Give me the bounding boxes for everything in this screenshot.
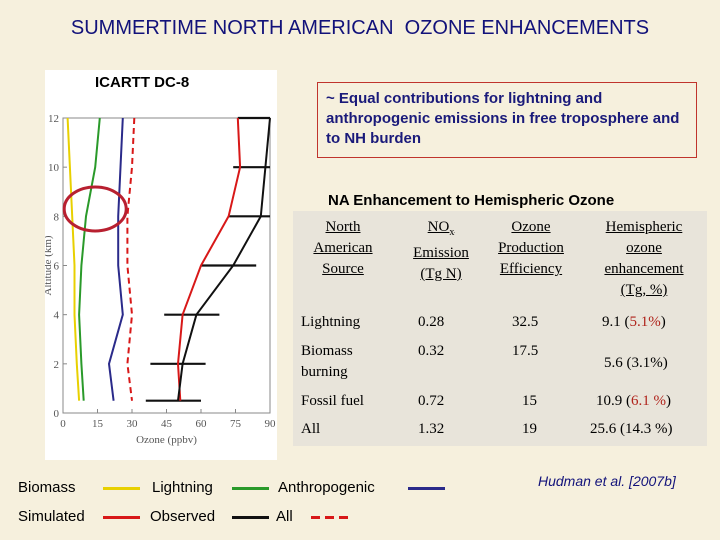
legend-lightning-swatch [232,487,269,490]
header-nox-l3: (Tg N) [420,266,462,282]
row-all-nox: 1.32 [418,421,445,437]
legend-all-dash-1 [311,516,320,519]
series-line-lightning [78,117,101,401]
row-fossil-hemi-close: ) [666,393,671,409]
header-ope-l2: Production [498,240,564,256]
row-biomass-source: Biomass burning [301,341,353,383]
row-biomass-ope: 17.5 [512,343,539,359]
row-lightning-hemi: 9.1 (5.1%) [602,312,666,333]
y-tick-label-6: 12 [48,113,59,125]
row-lightning-hemi-value: 9.1 ( [602,314,630,330]
x-tick-label-1: 15 [92,418,104,430]
header-ope: Ozone Production Efficiency [485,217,577,280]
header-hemi-l4: (Tg, %) [620,282,668,298]
header-hemi-l3: enhancement [604,261,684,277]
x-tick-label-5: 75 [230,418,242,430]
enhancement-table: North American Source NOx Emission (Tg N… [293,211,707,446]
legend-biomass-label: Biomass [18,479,76,496]
header-source: North American Source [295,217,391,280]
row-lightning-ope: 32.5 [512,314,539,330]
legend-anthropogenic-swatch [408,487,445,490]
note-box: ~ Equal contributions for lightning and … [317,82,697,158]
ozone-profile-plot: 0 15 30 45 60 75 90 0 2 4 6 8 10 12 Ozone (ppbv) Altitu… [45,70,277,460]
legend-observed-label: Observed [150,508,216,525]
table-title: NA Enhancement to Hemispheric Ozone [328,192,615,209]
series-line-biomass [66,117,81,401]
row-fossil-hemi-pct: 6.1 % [631,393,666,409]
y-tick-label-4: 8 [54,211,60,223]
header-hemi-l1: Hemispheric [605,219,683,235]
citation: Hudman et al. [2007b] [538,473,676,489]
row-lightning-nox: 0.28 [418,314,445,330]
row-lightning-hemi-close: ) [660,314,666,330]
header-source-l3: Source [322,261,364,277]
series-line-all [126,117,136,401]
legend-biomass-swatch [103,487,140,490]
row-fossil-ope: 15 [522,393,537,409]
row-all-ope: 19 [522,421,537,437]
plot-label: ICARTT DC-8 [95,74,190,91]
header-source-l2: American [313,240,373,256]
y-tick-label-0: 0 [54,408,60,420]
row-lightning-hemi-pct: 5.1% [629,314,661,330]
header-ope-l3: Efficiency [499,261,563,277]
row-biomass-nox: 0.32 [418,343,445,359]
y-tick-label-1: 2 [54,359,60,371]
ozone-profile-chart: 0 15 30 45 60 75 90 0 2 4 6 8 10 12 Ozone (ppbv) Altitu… [45,113,277,446]
y-axis-label: Altitude (km) [45,235,54,296]
row-fossil-hemi-value: 10.9 ( [596,393,631,409]
x-tick-label-3: 45 [161,418,173,430]
header-nox-subscript: x [449,227,455,238]
row-biomass-hemi: 5.6 (3.1%) [604,355,668,371]
legend-simulated-label: Simulated [18,508,85,525]
y-tick-label-2: 4 [54,310,60,322]
x-tick-label-4: 60 [196,418,208,430]
series-line-simulated [176,117,242,401]
header-source-l1: North [325,219,361,235]
legend-all-label: All [276,508,293,525]
header-ope-l1: Ozone [511,219,551,235]
legend-all-dash-3 [339,516,348,519]
highlight-ellipse [62,185,128,233]
row-fossil-source: Fossil fuel [301,393,364,409]
row-all-source: All [301,421,321,437]
header-hemi: Hemispheric ozone enhancement (Tg, %) [585,217,703,301]
row-biomass-source-l2: burning [301,364,348,380]
series-line-anthropogenic [107,117,124,401]
row-fossil-hemi: 10.9 (6.1 %) [596,391,671,412]
row-biomass-source-l1: Biomass [301,343,353,359]
row-fossil-nox: 0.72 [418,393,445,409]
legend-anthropogenic-label: Anthropogenic [278,479,375,496]
x-tick-label-0: 0 [60,418,66,430]
legend-all-dash-2 [325,516,334,519]
header-nox-l1: NO [427,219,450,235]
series-line-observed [177,117,271,401]
y-tick-label-3: 6 [54,261,60,273]
x-axis-label: Ozone (ppbv) [136,434,197,446]
header-hemi-l2: ozone [626,240,662,256]
row-lightning-source: Lightning [301,314,361,330]
slide-title: SUMMERTIME NORTH AMERICAN OZONE ENHANCEM… [70,17,650,39]
header-nox: NOx Emission (Tg N) [395,217,487,285]
legend-simulated-swatch [103,516,140,519]
header-nox-l2: Emission [413,245,469,261]
x-tick-label-6: 90 [265,418,277,430]
row-all-hemi: 25.6 (14.3 %) [590,421,673,437]
y-tick-label-5: 10 [48,162,60,174]
x-tick-label-2: 30 [127,418,139,430]
legend-lightning-label: Lightning [152,479,213,496]
legend-observed-swatch [232,516,269,519]
